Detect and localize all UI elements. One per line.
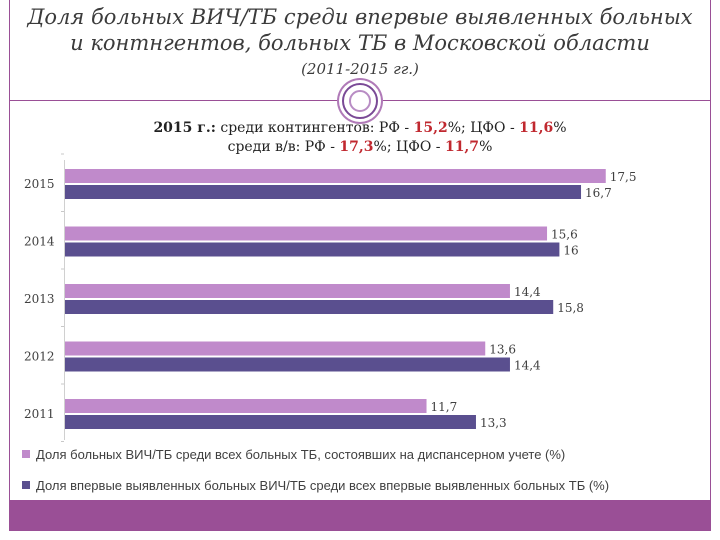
info-line2-text3: % <box>479 139 493 155</box>
bar-contingents <box>65 399 427 413</box>
data-label: 13,3 <box>480 416 507 430</box>
right-frame-border <box>710 0 711 500</box>
bar-new-cases <box>65 242 560 257</box>
data-label: 14,4 <box>514 285 541 299</box>
legend-label-contingents: Доля больных ВИЧ/ТБ среди всех больных Т… <box>36 446 566 462</box>
bar-contingents <box>65 226 548 241</box>
info-line1-text2: %; ЦФО - <box>447 120 520 136</box>
legend-item-new-cases: Доля впервые выявленных больных ВИЧ/ТБ с… <box>22 477 609 493</box>
data-label: 13,6 <box>489 343 516 357</box>
legend-swatch-contingents <box>22 450 30 458</box>
info-line2-cfo-value: 11,7 <box>444 139 480 155</box>
bar-contingents <box>65 169 606 183</box>
info-year: 2015 г.: <box>153 120 216 136</box>
decorative-circle-icon <box>342 83 378 119</box>
chart-legend: Доля больных ВИЧ/ТБ среди всех больных Т… <box>22 446 609 508</box>
title-line-2: и контнгентов, больных ТБ в Московской о… <box>70 31 650 55</box>
info-line1-text1: среди контингентов: РФ - <box>215 120 414 136</box>
info-line2-text2: %; ЦФО - <box>373 139 445 155</box>
info-line2-text1: среди в/в: РФ - <box>227 139 340 155</box>
category-label: 2015 <box>24 177 55 191</box>
left-frame-border <box>9 0 10 500</box>
category-label: 2011 <box>24 407 55 421</box>
bar-contingents <box>65 284 510 298</box>
title-line-1: Доля больных ВИЧ/ТБ среди впервые выявле… <box>27 5 693 29</box>
legend-item-contingents: Доля больных ВИЧ/ТБ среди всех больных Т… <box>22 446 609 462</box>
info-line-2: среди в/в: РФ - 17,3%; ЦФО - 11,7% <box>10 138 710 157</box>
slide-subtitle: (2011-2015 гг.) <box>301 60 419 78</box>
data-label: 17,5 <box>610 170 637 184</box>
data-label: 16,7 <box>585 186 612 200</box>
bar-new-cases <box>65 185 582 199</box>
data-label: 16 <box>563 244 578 258</box>
info-line-1: 2015 г.: среди контингентов: РФ - 15,2%;… <box>10 119 710 138</box>
info-line1-text3: % <box>553 120 567 136</box>
legend-label-new-cases: Доля впервые выявленных больных ВИЧ/ТБ с… <box>36 477 610 493</box>
bar-new-cases <box>65 357 510 372</box>
category-label: 2014 <box>24 235 55 249</box>
data-label: 14,4 <box>514 359 541 373</box>
bottom-bar <box>9 500 711 531</box>
data-label: 15,6 <box>551 228 578 242</box>
data-label: 11,7 <box>431 400 458 414</box>
info-line1-rf-value: 15,2 <box>413 120 448 136</box>
bar-new-cases <box>65 300 554 314</box>
info-text: 2015 г.: среди контингентов: РФ - 15,2%;… <box>10 119 710 157</box>
data-label: 15,8 <box>557 301 584 315</box>
category-label: 2013 <box>24 292 55 306</box>
bar-new-cases <box>65 415 476 429</box>
slide-title: Доля больных ВИЧ/ТБ среди впервые выявле… <box>10 4 710 56</box>
bar-contingents <box>65 341 486 356</box>
legend-swatch-new-cases <box>22 481 30 489</box>
info-line1-cfo-value: 11,6 <box>519 120 554 136</box>
info-line2-rf-value: 17,3 <box>339 139 374 155</box>
decorative-inner-circle <box>349 90 371 112</box>
category-label: 2012 <box>24 350 55 364</box>
